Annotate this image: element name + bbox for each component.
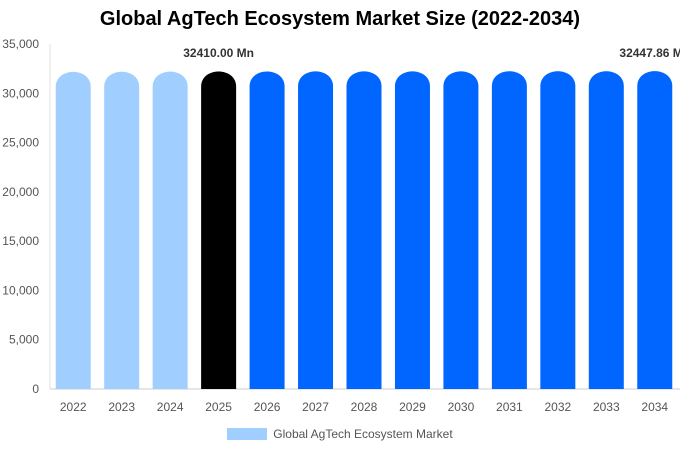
- x-tick-label: 2023: [108, 400, 135, 414]
- bar: [249, 71, 285, 389]
- x-tick-label: 2026: [254, 400, 281, 414]
- y-tick-label: 10,000: [2, 283, 39, 297]
- y-tick-label: 15,000: [2, 234, 39, 248]
- x-tick-label: 2025: [205, 400, 232, 414]
- data-label: 32447.86 Mn: [619, 46, 680, 60]
- y-tick-label: 30,000: [2, 86, 39, 100]
- x-axis: 2022 2023 2024 2025 2026 2027 2028 2029 2030 2031…: [50, 388, 680, 414]
- bar: [443, 71, 479, 389]
- x-tick-label: 2030: [448, 400, 475, 414]
- y-tick-label: 35,000: [2, 37, 39, 51]
- data-labels: 32410.00 Mn 32447.86 Mn: [183, 46, 680, 60]
- y-tick-label: 0: [32, 382, 39, 396]
- x-tick-label: 2022: [60, 400, 87, 414]
- x-tick-label: 2027: [302, 400, 329, 414]
- bar: [346, 71, 382, 389]
- x-tick-label: 2032: [544, 400, 571, 414]
- x-tick-label: 2034: [641, 400, 668, 414]
- bar: [298, 71, 334, 389]
- bar: [55, 71, 91, 389]
- y-tick-label: 25,000: [2, 136, 39, 150]
- bar: [491, 71, 527, 389]
- x-tick-label: 2033: [593, 400, 620, 414]
- bar: [152, 71, 188, 389]
- bar: [104, 71, 140, 389]
- bar: [201, 71, 237, 389]
- x-tick-label: 2028: [351, 400, 378, 414]
- bar: [394, 71, 430, 389]
- data-label: 32410.00 Mn: [183, 46, 254, 60]
- y-tick-label: 5,000: [9, 333, 39, 347]
- x-tick-label: 2031: [496, 400, 523, 414]
- legend-swatch: [227, 427, 268, 440]
- y-axis: 0 5,000 10,000 15,000 20,000 25,000 30,000 35,0…: [2, 37, 51, 396]
- x-tick-label: 2029: [399, 400, 426, 414]
- chart-title: Global AgTech Ecosystem Market Size (202…: [99, 8, 581, 30]
- bars: [55, 71, 673, 390]
- bar: [588, 71, 624, 389]
- legend: Global AgTech Ecosystem Market: [0, 426, 680, 441]
- y-tick-label: 20,000: [2, 185, 39, 199]
- bar: [637, 71, 673, 390]
- x-tick-label: 2024: [157, 400, 184, 414]
- bar: [540, 71, 576, 389]
- legend-label: Global AgTech Ecosystem Market: [273, 426, 453, 441]
